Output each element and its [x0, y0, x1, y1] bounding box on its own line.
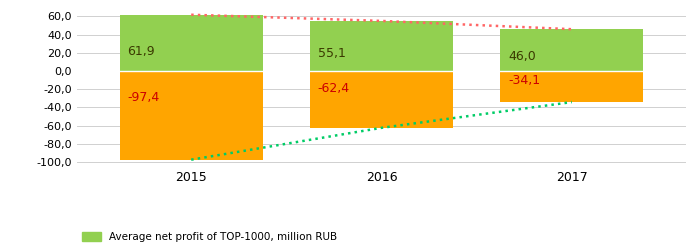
Bar [500, 71, 643, 102]
Bar [500, 29, 643, 71]
Bar [120, 71, 262, 160]
Bar [310, 21, 453, 71]
Bar [310, 71, 453, 128]
Text: 46,0: 46,0 [508, 50, 536, 63]
Text: -62,4: -62,4 [318, 82, 350, 95]
Legend: Average net profit of TOP-1000, million RUB, Average net loss of TOP-1000, milli: Average net profit of TOP-1000, million … [82, 232, 337, 245]
Text: -97,4: -97,4 [127, 91, 160, 104]
Text: 61,9: 61,9 [127, 45, 155, 58]
Text: -34,1: -34,1 [508, 74, 540, 87]
Text: 55,1: 55,1 [318, 47, 346, 60]
Bar [120, 15, 262, 71]
